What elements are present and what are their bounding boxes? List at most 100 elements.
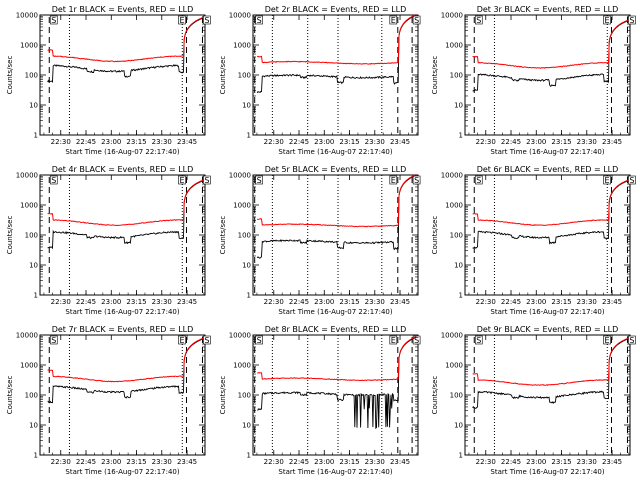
flag-box: [412, 175, 421, 185]
panel-7: Det 7r BLACK = Events, RED = LLD 1 10 100 10…: [6, 325, 211, 476]
flag-box: [474, 335, 483, 345]
panel-title: Det 2r BLACK = Events, RED = LLD: [265, 5, 407, 14]
flag-label: S: [257, 16, 262, 25]
y-tick-label: 10000: [229, 332, 251, 340]
flag-box: [389, 15, 398, 25]
plot-frame: [39, 14, 206, 136]
y-tick-label: 100: [238, 72, 251, 80]
flag-label: S: [629, 16, 634, 25]
y-tick-label: 1: [34, 452, 38, 460]
events-line: [472, 20, 629, 92]
flag-box: [474, 15, 483, 25]
flag-label: S: [257, 176, 262, 185]
panel-3: Det 3r BLACK = Events, RED = LLD 1 10 100 10…: [431, 5, 636, 156]
x-tick-label: 23:15: [339, 138, 359, 146]
y-tick-label: 10: [454, 262, 463, 270]
x-tick-label: 23:45: [602, 458, 622, 466]
flag-label: S: [476, 176, 481, 185]
flag-label: S: [476, 16, 481, 25]
flag-box: [49, 15, 58, 25]
panel-9: Det 9r BLACK = Events, RED = LLD 1 10 100 10…: [431, 325, 636, 476]
flag-box: [389, 175, 398, 185]
x-tick-label: 23:45: [177, 298, 197, 306]
x-axis-label: Start Time (16-Aug-07 22:17:40): [490, 468, 604, 476]
events-line: [256, 14, 417, 93]
y-tick-label: 10: [29, 262, 38, 270]
y-tick-label: 1000: [445, 362, 463, 370]
x-tick-label: 23:00: [526, 298, 546, 306]
flag-label: S: [414, 16, 419, 25]
panel-title: Det 9r BLACK = Events, RED = LLD: [477, 325, 619, 334]
lld-line: [47, 179, 204, 227]
x-tick-label: 22:30: [476, 138, 496, 146]
x-tick-label: 23:30: [152, 298, 172, 306]
x-tick-label: 22:45: [501, 138, 521, 146]
y-axis-label: Counts/sec: [431, 376, 439, 415]
flag-label: S: [629, 176, 634, 185]
x-tick-label: 22:30: [51, 298, 71, 306]
y-tick-label: 100: [450, 72, 463, 80]
y-tick-label: 1: [34, 292, 38, 300]
events-line: [472, 180, 629, 249]
events-line: [256, 174, 417, 259]
lld-line: [256, 173, 417, 228]
x-tick-label: 23:15: [551, 458, 571, 466]
y-axis-label: Counts/sec: [6, 56, 14, 95]
y-tick-label: 1000: [233, 362, 251, 370]
y-tick-label: 1000: [233, 42, 251, 50]
flag-label: E: [391, 16, 396, 25]
y-tick-label: 1: [247, 132, 251, 140]
flag-label: S: [51, 176, 56, 185]
flag-box: [178, 15, 186, 25]
y-tick-label: 10: [29, 102, 38, 110]
y-tick-label: 1: [247, 292, 251, 300]
events-line: [257, 336, 417, 430]
y-tick-label: 10: [242, 262, 251, 270]
flag-box: [49, 335, 58, 345]
x-tick-label: 23:30: [365, 138, 385, 146]
x-tick-label: 23:15: [339, 458, 359, 466]
flag-box: [628, 175, 636, 185]
flag-label: S: [629, 336, 634, 345]
x-tick-label: 23:30: [577, 458, 597, 466]
plot-frame: [252, 174, 419, 296]
y-tick-label: 10: [454, 422, 463, 430]
lld-line: [472, 337, 629, 386]
y-tick-label: 10: [454, 102, 463, 110]
x-tick-label: 22:45: [289, 298, 309, 306]
x-tick-label: 23:00: [101, 458, 121, 466]
x-tick-label: 23:00: [526, 458, 546, 466]
y-axis-label: Counts/sec: [431, 216, 439, 255]
panel-5: Det 5r BLACK = Events, RED = LLD 1 10 100 10…: [219, 165, 421, 316]
x-tick-label: 22:45: [289, 138, 309, 146]
events-line: [47, 180, 204, 250]
x-tick-label: 23:30: [152, 458, 172, 466]
events-line: [472, 338, 629, 409]
panel-title: Det 8r BLACK = Events, RED = LLD: [265, 325, 407, 334]
panel-4: Det 4r BLACK = Events, RED = LLD 1 10 100 10…: [6, 165, 211, 316]
flag-box: [255, 15, 263, 25]
x-tick-label: 23:30: [577, 138, 597, 146]
y-tick-label: 1: [459, 132, 463, 140]
x-tick-label: 23:00: [314, 138, 334, 146]
y-tick-label: 10000: [16, 332, 38, 340]
y-tick-label: 100: [450, 392, 463, 400]
flag-box: [178, 175, 186, 185]
flag-label: E: [179, 336, 184, 345]
x-tick-label: 23:45: [602, 138, 622, 146]
x-tick-label: 22:45: [76, 298, 96, 306]
y-axis-label: Counts/sec: [219, 56, 227, 95]
x-tick-label: 23:00: [314, 458, 334, 466]
x-axis-label: Start Time (16-Aug-07 22:17:40): [278, 468, 392, 476]
y-tick-label: 10000: [441, 12, 463, 20]
x-tick-label: 23:15: [126, 458, 146, 466]
y-tick-label: 1: [459, 452, 463, 460]
x-tick-label: 23:45: [390, 138, 410, 146]
x-axis-label: Start Time (16-Aug-07 22:17:40): [65, 308, 179, 316]
panel-8: Det 8r BLACK = Events, RED = LLD 1 10 100 10…: [219, 325, 421, 476]
y-tick-label: 1000: [20, 202, 38, 210]
y-tick-label: 1000: [445, 202, 463, 210]
y-tick-label: 10000: [16, 172, 38, 180]
y-tick-label: 10000: [229, 12, 251, 20]
